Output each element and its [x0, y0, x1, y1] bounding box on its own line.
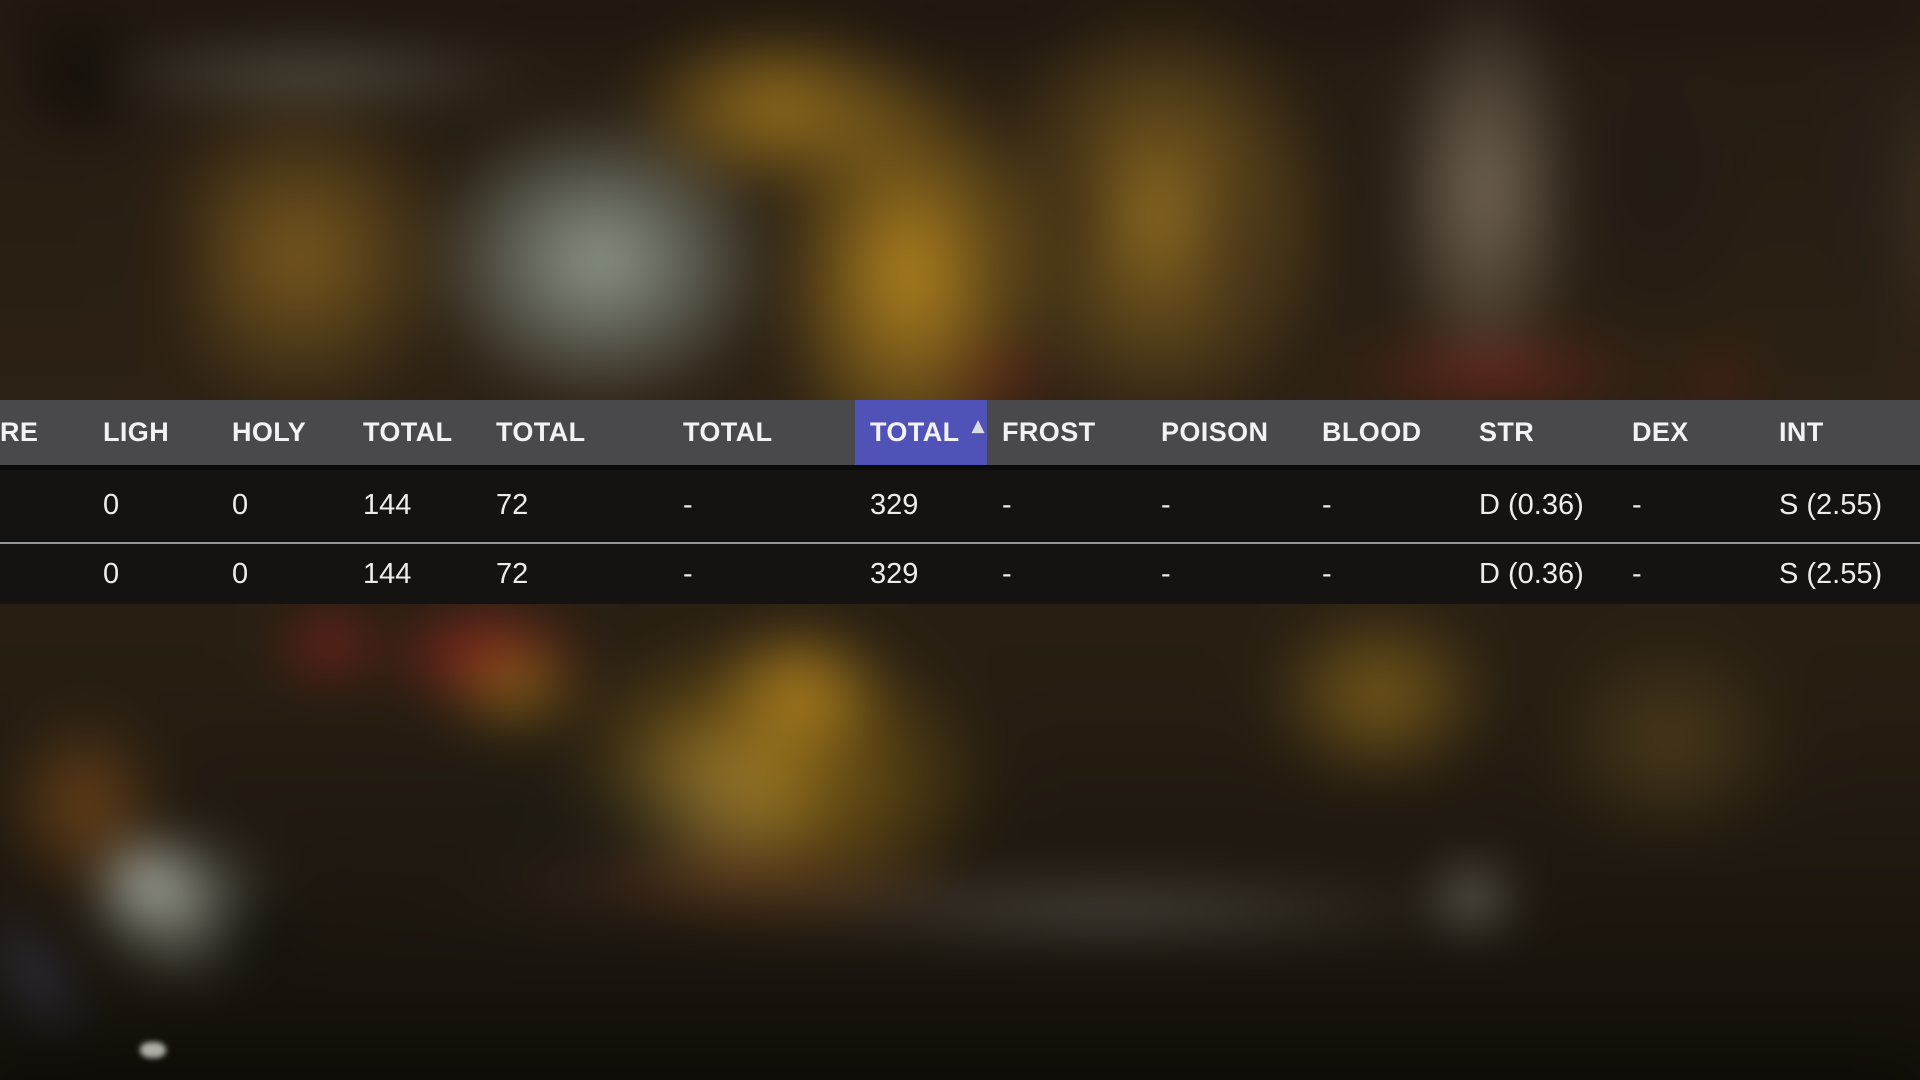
cell-total1: 144 — [363, 557, 412, 590]
cell-ligh: 0 — [103, 557, 120, 590]
bg-blob — [1330, 340, 1660, 404]
bg-blob — [90, 835, 205, 930]
bg-blob — [1540, 630, 1800, 850]
bg-blob — [1815, 0, 1900, 380]
bg-blob — [930, 350, 1070, 402]
cell-total2: 72 — [496, 557, 529, 590]
cell-poison: - — [1161, 557, 1171, 590]
column-header-total-3[interactable]: TOTAL — [683, 417, 773, 447]
column-header-re[interactable]: RE — [0, 417, 39, 447]
cell-re — [0, 470, 88, 540]
column-header-total-1[interactable]: TOTAL — [363, 417, 453, 447]
column-header-total-sorted[interactable]: TOTAL ▲ — [855, 400, 987, 465]
cell-poison: - — [1161, 488, 1171, 521]
column-header-ligh[interactable]: LIGH — [103, 417, 170, 447]
bg-blob — [710, 620, 890, 770]
column-header-blood[interactable]: BLOOD — [1322, 417, 1422, 447]
bg-blob — [0, 0, 1920, 34]
column-header-label: TOTAL — [870, 417, 960, 447]
bg-blob — [730, 882, 1490, 938]
column-header-frost[interactable]: FROST — [1002, 417, 1096, 447]
cell-total2: 72 — [496, 488, 529, 521]
cell-re — [0, 544, 88, 604]
sort-ascending-icon: ▲ — [971, 415, 985, 436]
column-header-poison[interactable]: POISON — [1161, 417, 1269, 447]
table-row[interactable]: 0 0 144 72 - 329 - - - D (0.36) - S (2.5… — [0, 544, 1920, 604]
bg-blob — [1670, 360, 1765, 404]
bg-blob — [270, 605, 390, 685]
bg-blob — [130, 120, 210, 420]
row-divider — [0, 540, 1920, 544]
cell-str: D (0.36) — [1479, 557, 1584, 590]
cell-int: S (2.55) — [1779, 557, 1883, 590]
column-header-total-2[interactable]: TOTAL — [496, 417, 586, 447]
cell-frost: - — [1002, 488, 1012, 521]
bg-blob — [1260, 600, 1500, 790]
bg-blob — [200, 885, 300, 980]
cell-total3: - — [683, 557, 693, 590]
column-header-dex[interactable]: DEX — [1632, 417, 1689, 447]
bg-blob — [1550, 5, 1765, 365]
cell-holy: 0 — [232, 488, 249, 521]
bg-blob — [0, 1005, 1920, 1080]
cell-frost: - — [1002, 557, 1012, 590]
cell-total-sorted: 329 — [870, 488, 919, 521]
bg-blob — [1200, 120, 1270, 380]
table-row[interactable]: 0 0 144 72 - 329 - - - D (0.36) - S (2.5… — [0, 470, 1920, 540]
cell-int: S (2.55) — [1779, 488, 1883, 521]
cell-dex: - — [1632, 488, 1642, 521]
bg-blob — [390, 720, 810, 980]
bg-white-mark — [140, 1042, 166, 1058]
cell-str: D (0.36) — [1479, 488, 1584, 521]
cell-total1: 144 — [363, 488, 412, 521]
stats-table: RE LIGH HOLY TOTAL TOTAL TOTAL TOTAL ▲ F… — [0, 400, 1920, 604]
cell-dex: - — [1632, 557, 1642, 590]
bg-blob — [1390, 0, 1580, 400]
cell-blood: - — [1322, 557, 1332, 590]
cell-blood: - — [1322, 488, 1332, 521]
cell-holy: 0 — [232, 557, 249, 590]
bg-blob — [1040, 60, 1110, 360]
header-row-separator — [0, 465, 1920, 470]
cell-total-sorted: 329 — [870, 557, 919, 590]
column-header-int[interactable]: INT — [1779, 417, 1824, 447]
table-header-row: RE LIGH HOLY TOTAL TOTAL TOTAL TOTAL ▲ F… — [0, 400, 1920, 465]
column-header-holy[interactable]: HOLY — [232, 417, 307, 447]
cell-ligh: 0 — [103, 488, 120, 521]
column-header-str[interactable]: STR — [1479, 417, 1535, 447]
bg-blob — [1430, 868, 1514, 928]
cell-total3: - — [683, 488, 693, 521]
